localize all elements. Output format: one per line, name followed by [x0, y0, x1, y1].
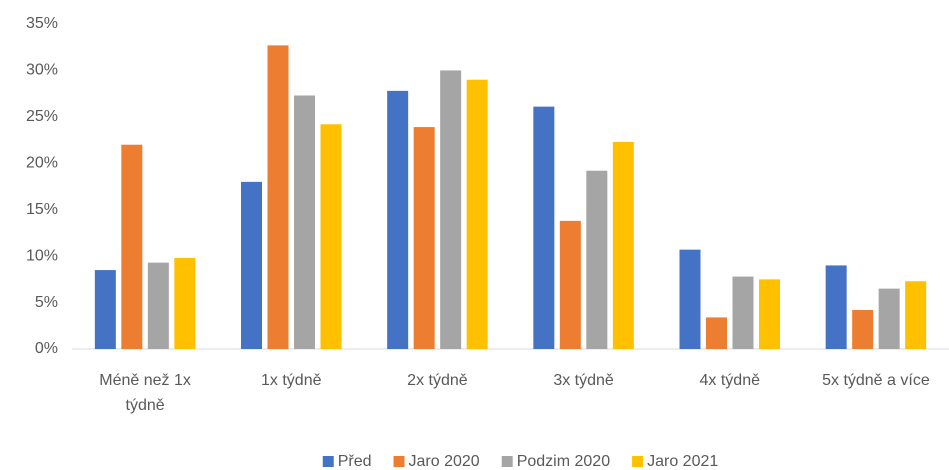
bar: [759, 279, 780, 349]
y-tick-label: 30%: [26, 62, 58, 79]
x-tick-label: 2x týdně: [407, 372, 468, 389]
legend-label: Jaro 2020: [409, 453, 480, 470]
legend-label: Podzim 2020: [517, 453, 610, 470]
y-tick-label: 35%: [26, 15, 58, 32]
legend-label: Před: [338, 453, 372, 470]
bar: [174, 258, 196, 349]
bar: [466, 79, 488, 349]
y-tick-label: 5%: [35, 294, 58, 311]
y-tick-label: 10%: [26, 247, 58, 264]
x-tick-label: 1x týdně: [261, 372, 322, 389]
bar: [679, 249, 701, 349]
x-tick-label: Méně než 1x týdně: [99, 372, 191, 414]
legend-swatch: [632, 456, 644, 467]
bar: [706, 317, 727, 349]
bar: [241, 181, 262, 349]
x-tick-label: 3x týdně: [553, 372, 614, 389]
legend-label: Jaro 2021: [647, 453, 718, 470]
y-tick-label: 25%: [26, 108, 58, 125]
legend-swatch: [393, 456, 405, 467]
y-tick-label: 15%: [26, 201, 58, 218]
bar: [533, 106, 555, 350]
x-tick-label: 5x týdně a více: [822, 372, 930, 389]
bar: [440, 70, 462, 349]
bar: [559, 220, 581, 349]
legend-swatch: [501, 456, 513, 467]
bar: [94, 270, 116, 349]
legend: Před Jaro 2020 Podzim 2020 Jaro 2021: [322, 453, 718, 470]
bar: [612, 141, 634, 349]
bar: [852, 310, 874, 349]
bar: [878, 288, 900, 349]
y-tick-label: 20%: [26, 155, 58, 172]
y-tick-label: 0%: [35, 340, 58, 357]
bar: [905, 281, 927, 349]
bar: [825, 265, 847, 349]
bar: [387, 90, 409, 349]
bar: [267, 45, 289, 349]
bar: [586, 170, 608, 349]
bar: [147, 262, 169, 349]
bar: [320, 124, 342, 350]
x-tick-label: 4x týdně: [700, 372, 761, 389]
bar: [121, 144, 143, 349]
bar: [294, 95, 315, 349]
legend-swatch: [322, 456, 334, 467]
bar: [732, 276, 754, 349]
bar: [413, 127, 435, 349]
